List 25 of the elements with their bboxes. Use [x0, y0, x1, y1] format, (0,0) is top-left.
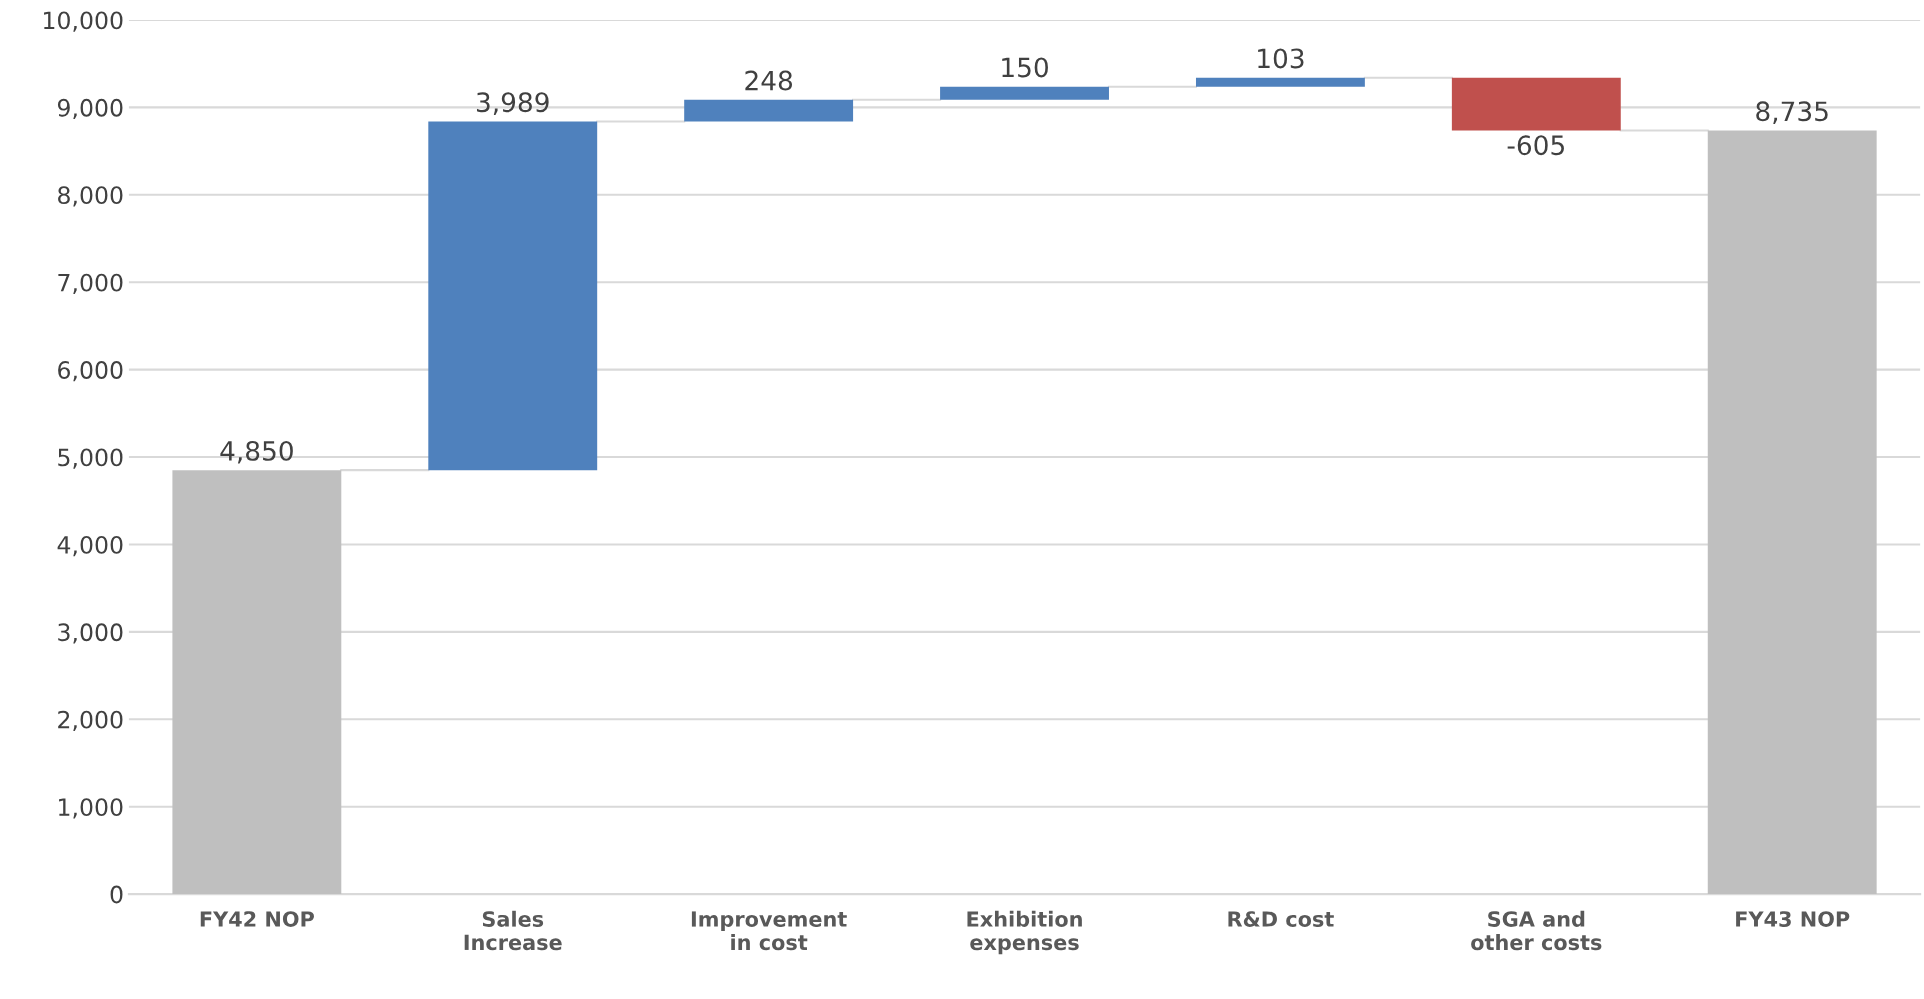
y-tick-label: 6,000: [58, 361, 123, 382]
y-tick-label: 9,000: [57, 98, 123, 120]
y-tick-label: 7,000: [58, 273, 123, 294]
y-tick-label: 2,000: [58, 710, 123, 731]
data-label: 103: [1258, 48, 1304, 69]
x-tick-label: SGA and other costs: [1471, 910, 1602, 951]
y-tick-label: 10,000: [44, 11, 123, 32]
data-label: 248: [745, 70, 793, 91]
y-tick-label: 8,000: [58, 186, 123, 207]
data-label: -605: [1507, 135, 1564, 156]
data-label: 3,989: [476, 92, 549, 115]
x-tick-label: Sales Increase: [464, 910, 562, 951]
x-tick-label: Improvement in cost: [691, 911, 847, 951]
data-label: 8,735: [1756, 101, 1828, 124]
y-tick-label: 4,000: [57, 535, 123, 557]
x-tick-label: R&D cost: [1228, 911, 1334, 927]
data-label: 150: [1002, 57, 1048, 78]
y-tick-label: 1,000: [59, 798, 123, 819]
y-tick-label: 0: [110, 885, 123, 904]
x-tick-label: Exhibition expenses: [967, 910, 1082, 955]
y-tick-label: 3,000: [58, 623, 123, 644]
y-tick-label: 5,000: [58, 448, 123, 469]
data-label: 4,850: [220, 440, 293, 464]
x-tick-label: FY42 NOP: [200, 911, 314, 927]
x-tick-label: FY43 NOP: [1736, 911, 1850, 927]
